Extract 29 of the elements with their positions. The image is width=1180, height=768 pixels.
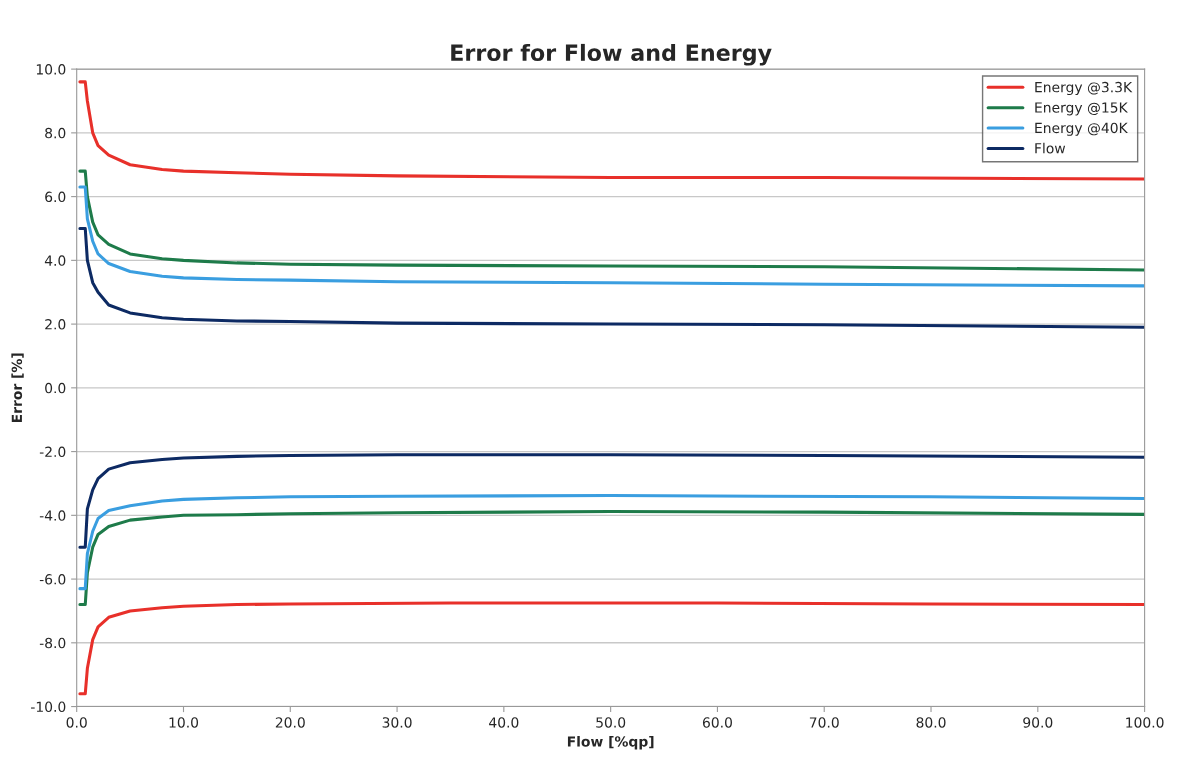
y-axis-title: Error [%] xyxy=(11,353,24,423)
legend-label: Energy @3.3K xyxy=(1035,81,1133,96)
y-tick-label: -6.0 xyxy=(39,574,66,585)
y-tick-label: 2.0 xyxy=(45,319,66,330)
legend-label: Flow xyxy=(1035,142,1066,154)
y-tick-label: -4.0 xyxy=(39,510,66,521)
chart-title: Error for Flow and Energy xyxy=(451,43,772,66)
y-tick-label: -2.0 xyxy=(39,446,66,458)
x-tick-label: 40.0 xyxy=(489,717,519,728)
x-tick-label: 90.0 xyxy=(1023,717,1053,728)
x-tick-label: 100.0 xyxy=(1126,717,1164,728)
y-tick-label: 10.0 xyxy=(36,64,66,75)
y-tick-label: 6.0 xyxy=(45,191,66,203)
x-tick-label: 60.0 xyxy=(702,717,732,728)
x-tick-label: 10.0 xyxy=(169,717,199,728)
legend-label: Energy @40K xyxy=(1035,122,1128,136)
x-axis-title: Flow [%qp] xyxy=(567,735,654,750)
y-tick-label: -8.0 xyxy=(39,637,66,649)
x-tick-label: 30.0 xyxy=(382,717,412,728)
y-tick-label: -10.0 xyxy=(31,701,66,713)
y-tick-label: 4.0 xyxy=(44,255,66,266)
y-tick-label: 8.0 xyxy=(45,127,66,139)
legend-label: Energy @15K xyxy=(1035,102,1128,116)
x-tick-label: 0.0 xyxy=(66,717,87,728)
x-tick-label: 80.0 xyxy=(916,717,946,728)
x-tick-label: 20.0 xyxy=(275,717,305,728)
x-tick-label: 50.0 xyxy=(596,717,626,728)
x-tick-label: 70.0 xyxy=(809,717,839,728)
y-tick-label: 0.0 xyxy=(45,382,66,394)
